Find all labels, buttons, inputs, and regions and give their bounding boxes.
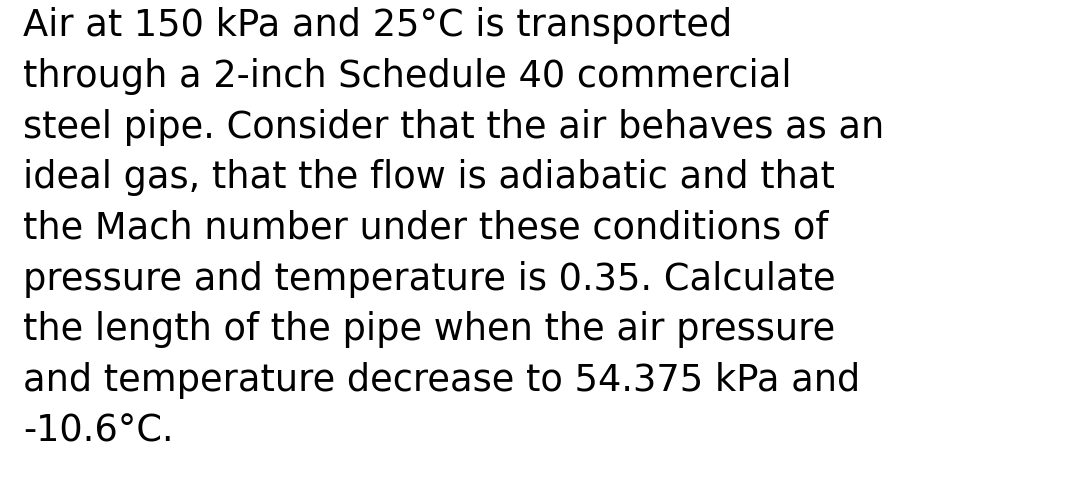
Text: Air at 150 kPa and 25°C is transported
through a 2-inch Schedule 40 commercial
s: Air at 150 kPa and 25°C is transported t… <box>23 7 885 450</box>
